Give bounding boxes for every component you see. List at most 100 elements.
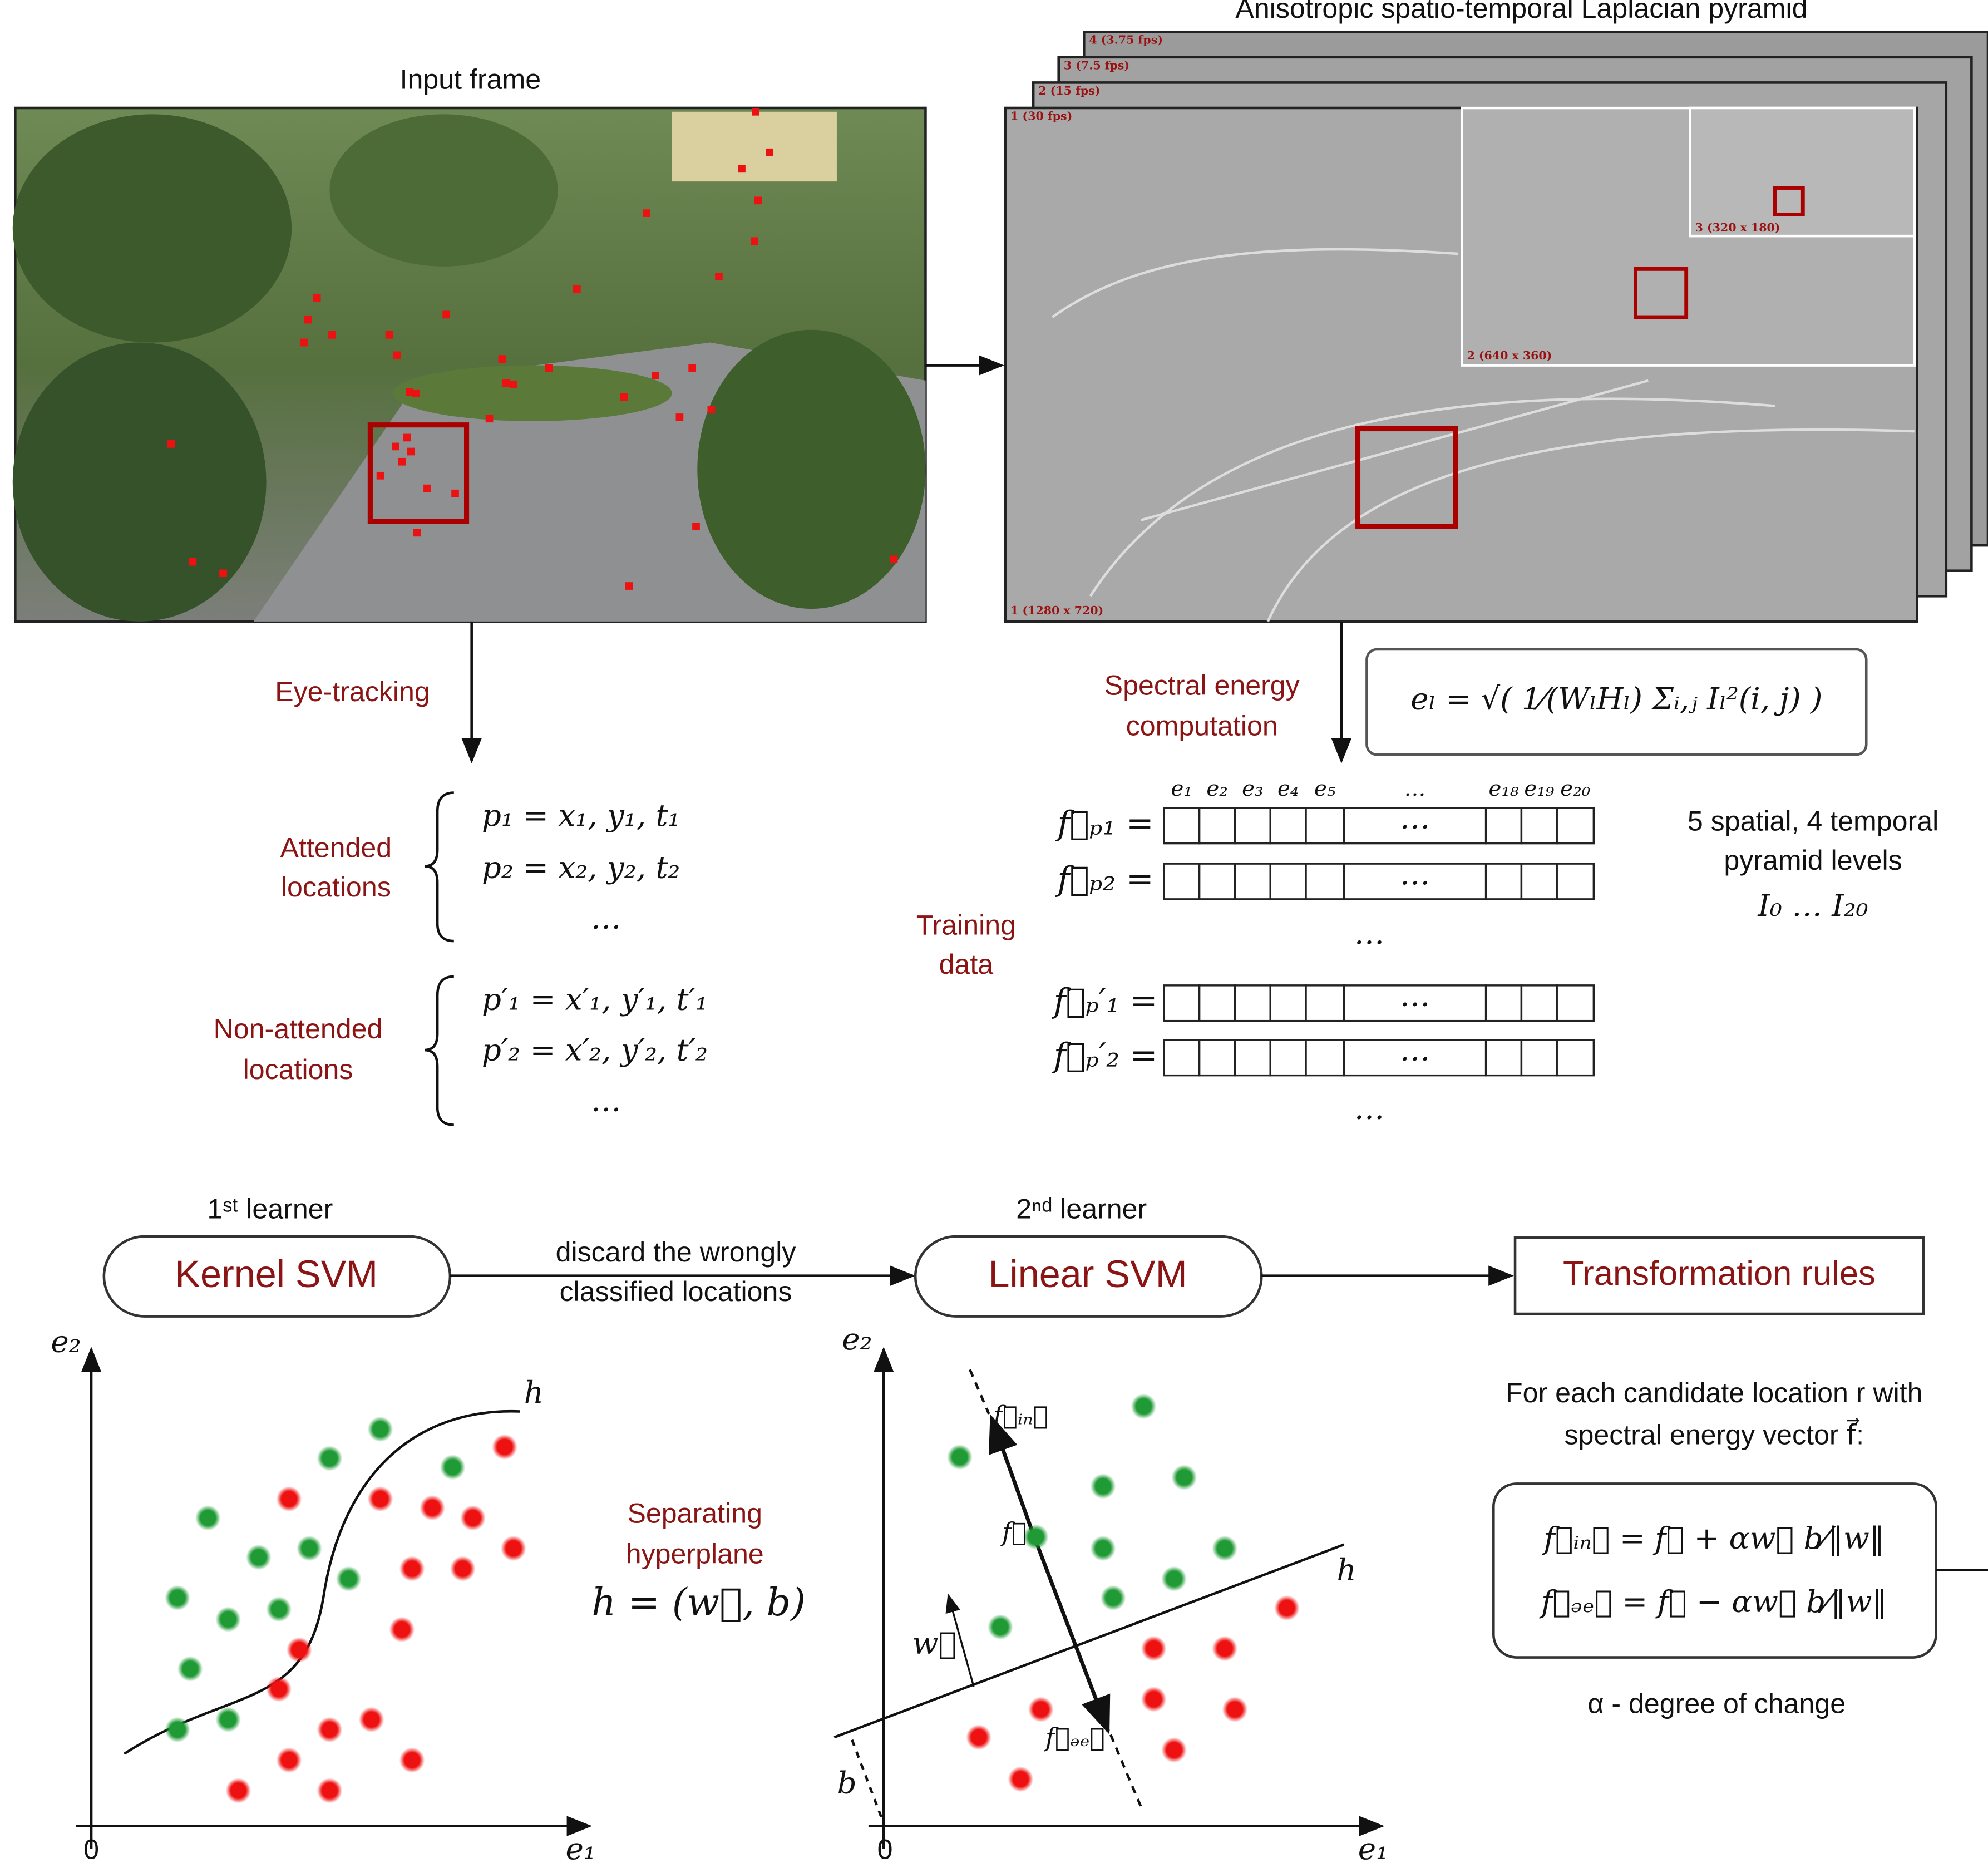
discard-label: classified locations — [560, 1276, 792, 1307]
sample-point — [1161, 1737, 1187, 1763]
line-label: h — [1336, 1552, 1356, 1588]
gaze-point — [502, 379, 510, 387]
cell — [1200, 808, 1235, 844]
sample-point — [297, 1536, 322, 1561]
column-header: … — [1404, 776, 1426, 801]
cell — [1164, 985, 1200, 1021]
resolution-label: 3 (320 x 180) — [1695, 221, 1780, 234]
gaze-point — [754, 196, 762, 204]
sample-point — [267, 1596, 292, 1622]
gaze-point — [510, 381, 517, 388]
cell — [1164, 864, 1200, 899]
row-label: f⃗ₚ′₂ = — [1052, 1036, 1158, 1074]
gaze-point — [313, 294, 321, 302]
ellipsis: … — [591, 900, 621, 936]
column-header: e₂ — [1206, 776, 1227, 801]
hyperplane-label: hyperplane — [626, 1539, 764, 1570]
levels-note: 5 spatial, 4 temporal — [1688, 805, 1938, 836]
axis-label: e₁ — [566, 1831, 596, 1863]
row-label: f⃗ₚ₂ = — [1055, 860, 1153, 898]
cell — [1235, 864, 1270, 899]
gaze-point — [890, 555, 898, 563]
row-label: f⃗ₚ₁ = — [1055, 804, 1153, 842]
cell — [1270, 864, 1306, 899]
column-header: e₃ — [1242, 776, 1263, 801]
pyramid-title: Anisotropic spatio-temporal Laplacian py… — [1235, 0, 1807, 24]
axis-label: e₂ — [842, 1321, 872, 1357]
sample-point — [317, 1778, 343, 1803]
cell-gap: … — [1400, 800, 1430, 836]
resolution-label: 2 (640 x 360) — [1467, 349, 1552, 362]
spectral-label: Spectral energy — [1104, 670, 1300, 701]
cell — [1200, 864, 1235, 899]
cell — [1306, 808, 1344, 844]
sample-point — [1141, 1636, 1167, 1662]
vector-label: f⃗ₔₑ꜀ — [1044, 1723, 1105, 1752]
cell — [1486, 864, 1522, 899]
sample-point — [177, 1656, 203, 1682]
level-label: 2 (15 fps) — [1038, 84, 1100, 97]
cell — [1306, 985, 1344, 1021]
attended-label: Attended — [280, 832, 392, 863]
origin-label: 0 — [83, 1834, 99, 1863]
gaze-point — [386, 331, 393, 339]
equation: p′₂ = x′₂, y′₂, t′₂ — [482, 1032, 708, 1068]
rules-intro: For each candidate location r with — [1506, 1377, 1923, 1408]
sample-point — [440, 1455, 466, 1480]
sample-point — [195, 1505, 221, 1531]
sample-point — [165, 1585, 190, 1611]
sample-point — [1172, 1465, 1197, 1490]
learner-name: Kernel SVM — [175, 1253, 378, 1295]
training-label: data — [939, 949, 994, 980]
gaze-point — [442, 311, 450, 319]
sample-point — [215, 1606, 241, 1632]
cell — [1557, 985, 1594, 1021]
cell — [1486, 808, 1522, 844]
column-header: e₁₉ — [1524, 776, 1554, 801]
gaze-point — [412, 390, 420, 397]
sample-point — [1008, 1767, 1034, 1792]
rules-intro: spectral energy vector f⃗: — [1564, 1418, 1864, 1450]
row-gap: … — [1354, 915, 1385, 951]
gaze-point — [398, 458, 406, 466]
sample-point — [336, 1566, 362, 1591]
sample-point — [1161, 1566, 1187, 1591]
sample-point — [1212, 1636, 1237, 1662]
gaze-point — [328, 331, 336, 339]
cell — [1521, 864, 1557, 899]
learner-name: Linear SVM — [989, 1253, 1187, 1295]
cell — [1306, 864, 1344, 899]
gaze-point — [545, 364, 553, 372]
sample-point — [947, 1445, 973, 1470]
sample-point — [317, 1446, 343, 1471]
alpha-note: α - degree of change — [1587, 1688, 1846, 1719]
gaze-point — [407, 448, 415, 456]
cell-gap: … — [1400, 1032, 1430, 1068]
sample-point — [1091, 1536, 1116, 1561]
sample-point — [246, 1545, 272, 1570]
column-header: e₅ — [1314, 776, 1336, 801]
cell — [1235, 1040, 1270, 1076]
equation: p₂ = x₂, y₂, t₂ — [482, 849, 680, 885]
gaze-point — [676, 413, 684, 421]
sample-point — [215, 1707, 241, 1732]
sample-point — [1023, 1524, 1049, 1550]
gaze-point — [403, 434, 411, 442]
sample-point — [966, 1724, 991, 1750]
rule-formula: f⃗ᵢₙ꜀ = f⃗ + αw⃗ b⁄‖w‖ — [1541, 1520, 1885, 1556]
cell — [1557, 864, 1594, 899]
brace — [425, 792, 453, 941]
gaze-point — [413, 529, 421, 537]
gaze-point — [620, 393, 628, 401]
levels-note: pyramid levels — [1724, 845, 1902, 876]
gaze-point — [708, 406, 716, 413]
sample-point — [287, 1637, 312, 1663]
eye-tracking-label: Eye-tracking — [275, 676, 430, 707]
sample-point — [399, 1556, 425, 1581]
gaze-point — [766, 149, 773, 156]
row-gap: … — [1354, 1090, 1385, 1126]
sample-point — [1101, 1585, 1126, 1611]
cell — [1270, 985, 1306, 1021]
sample-point — [368, 1417, 393, 1442]
normal-label: w⃗ — [912, 1625, 957, 1661]
